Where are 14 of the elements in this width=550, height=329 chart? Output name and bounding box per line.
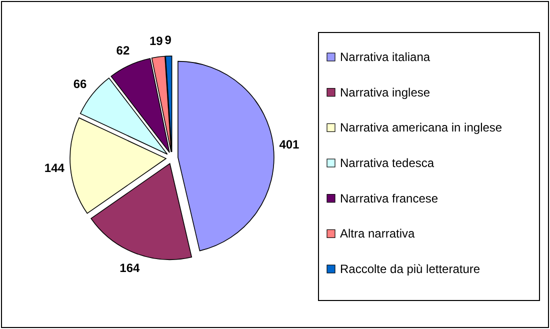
data-label: 164 [120,261,140,276]
data-label: 19 [150,34,164,48]
legend-label: Altra narrativa [340,226,416,241]
data-label: 62 [116,44,130,58]
data-label: 401 [279,138,300,152]
data-label: 9 [164,33,172,48]
legend-label: Narrativa americana in inglese [340,120,502,135]
legend-label: Raccolte da più letterature [340,262,480,276]
legend-label: Narrativa italiana [340,50,430,64]
legend-label: Narrativa inglese [340,85,430,100]
legend-label: Narrativa francese [340,191,438,206]
data-label: 144 [44,161,65,176]
data-label: 66 [73,77,88,92]
legend-label: Narrativa tedesca [340,156,434,170]
